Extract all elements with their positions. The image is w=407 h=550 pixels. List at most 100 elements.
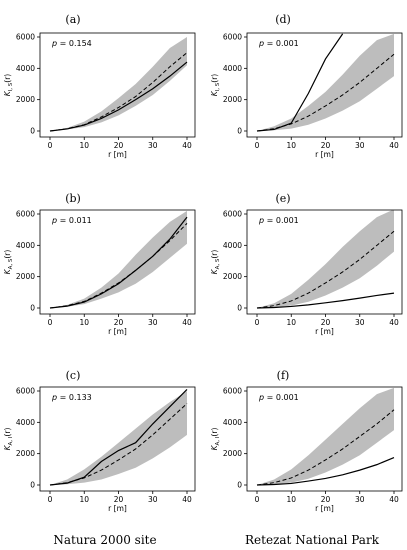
y-tick-label: 2000 bbox=[16, 272, 35, 281]
x-axis-label: r [m] bbox=[108, 504, 127, 513]
envelope-band bbox=[257, 387, 394, 485]
y-tick-label: 4000 bbox=[223, 418, 242, 427]
panel-label: (f) bbox=[277, 369, 290, 382]
observed-line bbox=[256, 33, 344, 132]
y-tick-label: 6000 bbox=[16, 33, 35, 42]
plot-frame bbox=[246, 209, 403, 315]
chart-panel-2: (b) 0 10 20 30 40 0 2000 4000 6000 r [m] KA, S(r) p … bbox=[3, 192, 196, 336]
observed-line bbox=[256, 292, 395, 309]
plot-frame bbox=[39, 32, 196, 138]
x-tick-label: 30 bbox=[148, 318, 158, 327]
p-value-label: p = 0.001 bbox=[258, 39, 299, 48]
chart-panel-6: (f) 0 10 20 30 40 0 2000 4000 6000 r [m] KA, I(r) p … bbox=[210, 369, 403, 513]
y-tick-label: 4000 bbox=[223, 64, 242, 73]
plot-frame bbox=[246, 386, 403, 492]
plot-frame bbox=[39, 386, 196, 492]
x-tick-label: 0 bbox=[48, 495, 53, 504]
envelope-band bbox=[50, 210, 187, 308]
y-axis-label: KA, S(r) bbox=[210, 250, 221, 275]
y-axis-label: KI, S(r) bbox=[210, 74, 221, 97]
x-tick-label: 30 bbox=[355, 318, 365, 327]
x-axis-label: r [m] bbox=[108, 327, 127, 336]
x-tick-label: 0 bbox=[255, 495, 260, 504]
x-axis-label: r [m] bbox=[108, 150, 127, 159]
y-axis-label: KI, S(r) bbox=[3, 74, 14, 97]
x-tick-label: 10 bbox=[286, 318, 296, 327]
envelope-band bbox=[257, 33, 394, 131]
p-value-label: p = 0.011 bbox=[51, 216, 92, 225]
x-tick-label: 30 bbox=[355, 495, 365, 504]
x-tick-label: 10 bbox=[286, 141, 296, 150]
chart-panel-3: (c) 0 10 20 30 40 0 2000 4000 6000 r [m] KA, I(r) p … bbox=[3, 369, 196, 513]
panel-label: (c) bbox=[66, 369, 81, 382]
y-tick-label: 0 bbox=[30, 127, 35, 136]
x-tick-label: 0 bbox=[255, 318, 260, 327]
x-tick-label: 20 bbox=[114, 495, 124, 504]
y-tick-label: 2000 bbox=[16, 95, 35, 104]
panel-label: (a) bbox=[65, 13, 80, 26]
chart-panel-1: (a) 0 10 20 30 40 0 2000 4000 6000 r [m] KI, S(r) p … bbox=[3, 13, 196, 159]
x-tick-label: 30 bbox=[355, 141, 365, 150]
x-tick-label: 40 bbox=[389, 141, 399, 150]
x-tick-label: 30 bbox=[148, 141, 158, 150]
expected-line bbox=[256, 230, 395, 309]
p-value-label: p = 0.001 bbox=[258, 216, 299, 225]
chart-panel-5: (e) 0 10 20 30 40 0 2000 4000 6000 r [m] KA, S(r) p … bbox=[210, 192, 403, 336]
p-value-label: p = 0.133 bbox=[51, 393, 92, 402]
y-tick-label: 0 bbox=[237, 481, 242, 490]
y-tick-label: 2000 bbox=[16, 449, 35, 458]
panel-label: (e) bbox=[275, 192, 290, 205]
y-tick-label: 0 bbox=[30, 481, 35, 490]
x-tick-label: 30 bbox=[148, 495, 158, 504]
y-tick-label: 6000 bbox=[16, 210, 35, 219]
envelope-band bbox=[50, 391, 187, 485]
envelope-band bbox=[50, 37, 187, 131]
y-tick-label: 4000 bbox=[16, 64, 35, 73]
x-tick-label: 40 bbox=[182, 141, 192, 150]
x-tick-label: 0 bbox=[255, 141, 260, 150]
panel-label: (b) bbox=[65, 192, 81, 205]
x-tick-label: 40 bbox=[389, 318, 399, 327]
x-tick-label: 0 bbox=[48, 141, 53, 150]
plot-frame bbox=[246, 32, 403, 138]
plot-frame bbox=[39, 209, 196, 315]
x-tick-label: 10 bbox=[79, 318, 89, 327]
y-tick-label: 2000 bbox=[223, 95, 242, 104]
panel-label: (d) bbox=[275, 13, 291, 26]
x-axis-label: r [m] bbox=[315, 327, 334, 336]
envelope-band bbox=[257, 210, 394, 308]
x-tick-label: 20 bbox=[114, 318, 124, 327]
y-axis-label: KA, I(r) bbox=[3, 428, 14, 451]
y-tick-label: 0 bbox=[30, 304, 35, 313]
x-tick-label: 20 bbox=[114, 141, 124, 150]
p-value-label: p = 0.001 bbox=[258, 393, 299, 402]
y-tick-label: 2000 bbox=[223, 272, 242, 281]
x-axis-label: r [m] bbox=[315, 504, 334, 513]
observed-line bbox=[49, 389, 188, 486]
observed-line bbox=[49, 61, 188, 132]
x-tick-label: 10 bbox=[79, 495, 89, 504]
chart-panel-4: (d) 0 10 20 30 40 0 2000 4000 6000 r [m] KI, S(r) p … bbox=[210, 13, 403, 159]
y-tick-label: 0 bbox=[237, 304, 242, 313]
y-tick-label: 6000 bbox=[223, 210, 242, 219]
y-tick-label: 4000 bbox=[16, 418, 35, 427]
x-tick-label: 20 bbox=[321, 495, 331, 504]
x-tick-label: 40 bbox=[389, 495, 399, 504]
x-tick-label: 20 bbox=[321, 141, 331, 150]
x-axis-label: r [m] bbox=[315, 150, 334, 159]
y-tick-label: 2000 bbox=[223, 449, 242, 458]
y-tick-label: 4000 bbox=[16, 241, 35, 250]
x-tick-label: 40 bbox=[182, 318, 192, 327]
y-tick-label: 0 bbox=[237, 127, 242, 136]
observed-line bbox=[256, 457, 395, 486]
observed-line bbox=[49, 216, 188, 309]
y-tick-label: 6000 bbox=[16, 387, 35, 396]
x-tick-label: 10 bbox=[286, 495, 296, 504]
expected-line bbox=[256, 409, 395, 486]
p-value-label: p = 0.154 bbox=[51, 39, 92, 48]
x-tick-label: 10 bbox=[79, 141, 89, 150]
caption-right: Retezat National Park bbox=[245, 533, 380, 547]
caption-left: Natura 2000 site bbox=[53, 533, 156, 547]
